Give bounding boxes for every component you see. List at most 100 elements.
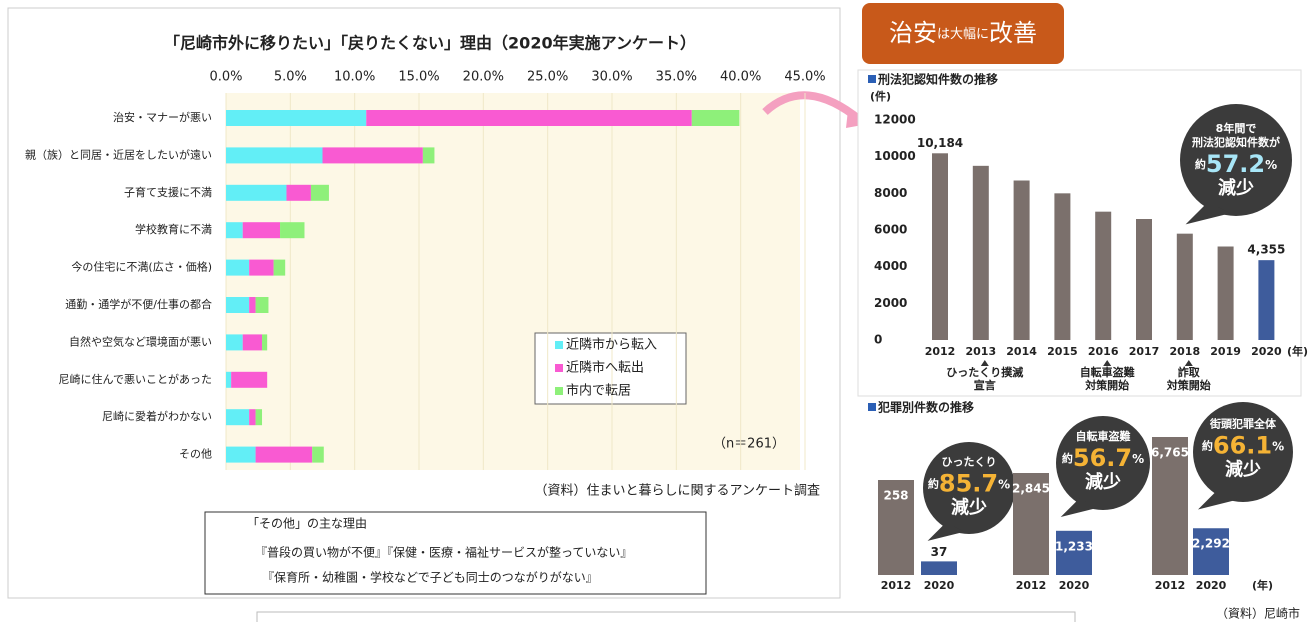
- x-unit: (年): [1252, 578, 1273, 592]
- bubble-label: 減少: [1085, 471, 1121, 493]
- bar-segment: [691, 110, 740, 126]
- x-tick-label: 10.0%: [334, 70, 375, 85]
- x-tick-label: 2014: [1006, 345, 1037, 358]
- y-tick-label: 尼崎に住んで悪いことがあった: [59, 372, 212, 386]
- bubble-figure: 約57.2%: [1195, 150, 1277, 178]
- bar: [1258, 260, 1275, 340]
- bubble-text: 自転車盗難: [1076, 429, 1131, 443]
- prefix: 約: [928, 477, 939, 491]
- x-tick-label: 0.0%: [209, 70, 242, 85]
- note-box: [204, 511, 707, 595]
- bubble-tail: [927, 522, 965, 541]
- legend-swatch: [555, 364, 563, 372]
- unit: %: [1265, 158, 1277, 172]
- bar-segment: [226, 147, 323, 164]
- bubble-tail: [1185, 202, 1231, 225]
- bar-segment: [226, 446, 256, 463]
- annotation-arrow: [980, 360, 989, 366]
- chart-title: 犯罪別件数の推移: [877, 400, 974, 415]
- bar-segment: [255, 409, 263, 426]
- badge-small: は大幅に: [937, 27, 989, 42]
- prefix: 約: [1202, 439, 1213, 453]
- bar-segment: [286, 184, 311, 201]
- x-tick-label: 2016: [1088, 345, 1119, 358]
- y-unit: (件): [870, 89, 891, 103]
- badge: [862, 3, 1064, 64]
- annotation: 詐取: [1178, 365, 1200, 379]
- x-tick-label: 25.0%: [527, 70, 568, 85]
- bubble-label: 減少: [1225, 459, 1261, 481]
- bubble-label: 減少: [1218, 177, 1254, 199]
- bar-segment: [242, 334, 263, 351]
- value-label: 258: [883, 489, 908, 503]
- x-tick-label: 2020: [924, 579, 955, 592]
- bar: [1013, 180, 1030, 340]
- x-tick-label: 2020: [1196, 579, 1227, 592]
- legend-swatch: [555, 341, 563, 349]
- source: （資料）住まいと暮らしに関するアンケート調査: [535, 484, 820, 499]
- x-tick-label: 2012: [881, 579, 912, 592]
- title-marker: [868, 403, 876, 411]
- badge-end: 改善: [989, 19, 1037, 47]
- x-tick-label: 2020: [1059, 579, 1090, 592]
- bar-segment: [322, 147, 423, 164]
- bubble-tail: [1198, 489, 1238, 510]
- y-tick-label: 8000: [874, 186, 907, 200]
- bubble-figure: 約85.7%: [928, 470, 1010, 498]
- unit: %: [1272, 439, 1284, 453]
- bar-segment: [226, 334, 243, 351]
- bar: [1176, 233, 1193, 340]
- annotation: 対策開始: [1084, 378, 1129, 392]
- bar-segment: [226, 371, 232, 388]
- badge-text: 治安は大幅に改善: [889, 19, 1037, 47]
- bar-segment: [310, 184, 329, 201]
- bar-segment: [226, 184, 287, 201]
- annotation: 対策開始: [1166, 378, 1211, 392]
- bubble: [1056, 416, 1150, 510]
- bar-segment: [226, 110, 367, 126]
- y-tick-label: 親（族）と同居・近居をしたいが遠い: [25, 147, 212, 161]
- bar-segment: [273, 259, 286, 276]
- value-label: 2,292: [1192, 537, 1230, 551]
- chart-title: 刑法犯認知件数の推移: [878, 72, 998, 87]
- bar: [1152, 437, 1188, 575]
- annotation-arrow: [1103, 360, 1112, 366]
- bar-segment: [422, 147, 435, 164]
- percent: 56.7: [1073, 444, 1132, 472]
- bar-segment: [226, 297, 250, 313]
- y-tick-label: 通勤・通学が不便/仕事の都合: [65, 297, 212, 311]
- y-tick-label: 2000: [874, 296, 907, 310]
- bar-segment: [226, 222, 243, 239]
- y-tick-label: 6000: [874, 223, 907, 237]
- annotation-arrow: [1184, 360, 1193, 366]
- value-label: 4,355: [1247, 243, 1285, 257]
- value-label: 10,184: [917, 136, 963, 150]
- bubble: [1180, 104, 1292, 216]
- y-tick-label: 4000: [874, 259, 907, 273]
- bar: [932, 153, 948, 340]
- bar: [1136, 219, 1152, 340]
- bar-segment: [242, 222, 281, 239]
- bubble-text: 街頭犯罪全体: [1209, 417, 1277, 431]
- x-tick-label: 20.0%: [463, 70, 504, 85]
- bar-segment: [249, 259, 274, 276]
- bar: [1013, 473, 1049, 575]
- note-line: 『保育所・幼稚園・学校などで子ども同士のつながりがない』: [262, 570, 598, 585]
- x-tick-label: 2020: [1251, 345, 1282, 358]
- percent: 57.2: [1206, 150, 1265, 178]
- percent: 85.7: [939, 470, 998, 498]
- bar: [972, 165, 989, 340]
- x-tick-label: 5.0%: [274, 70, 307, 85]
- value-label: 2,845: [1012, 482, 1050, 496]
- y-tick-label: 今の住宅に不満(広さ・価格): [71, 260, 212, 274]
- bar-segment: [231, 371, 268, 388]
- y-tick-label: 12000: [874, 113, 916, 127]
- bar-segment: [262, 334, 268, 351]
- bubble-figure: 約66.1%: [1202, 432, 1284, 460]
- legend-label: 市内で転居: [566, 383, 631, 399]
- bar-segment: [226, 409, 250, 426]
- bubble-text: 8年間で: [1216, 121, 1257, 135]
- bar: [1217, 246, 1234, 340]
- title-marker: [868, 75, 876, 83]
